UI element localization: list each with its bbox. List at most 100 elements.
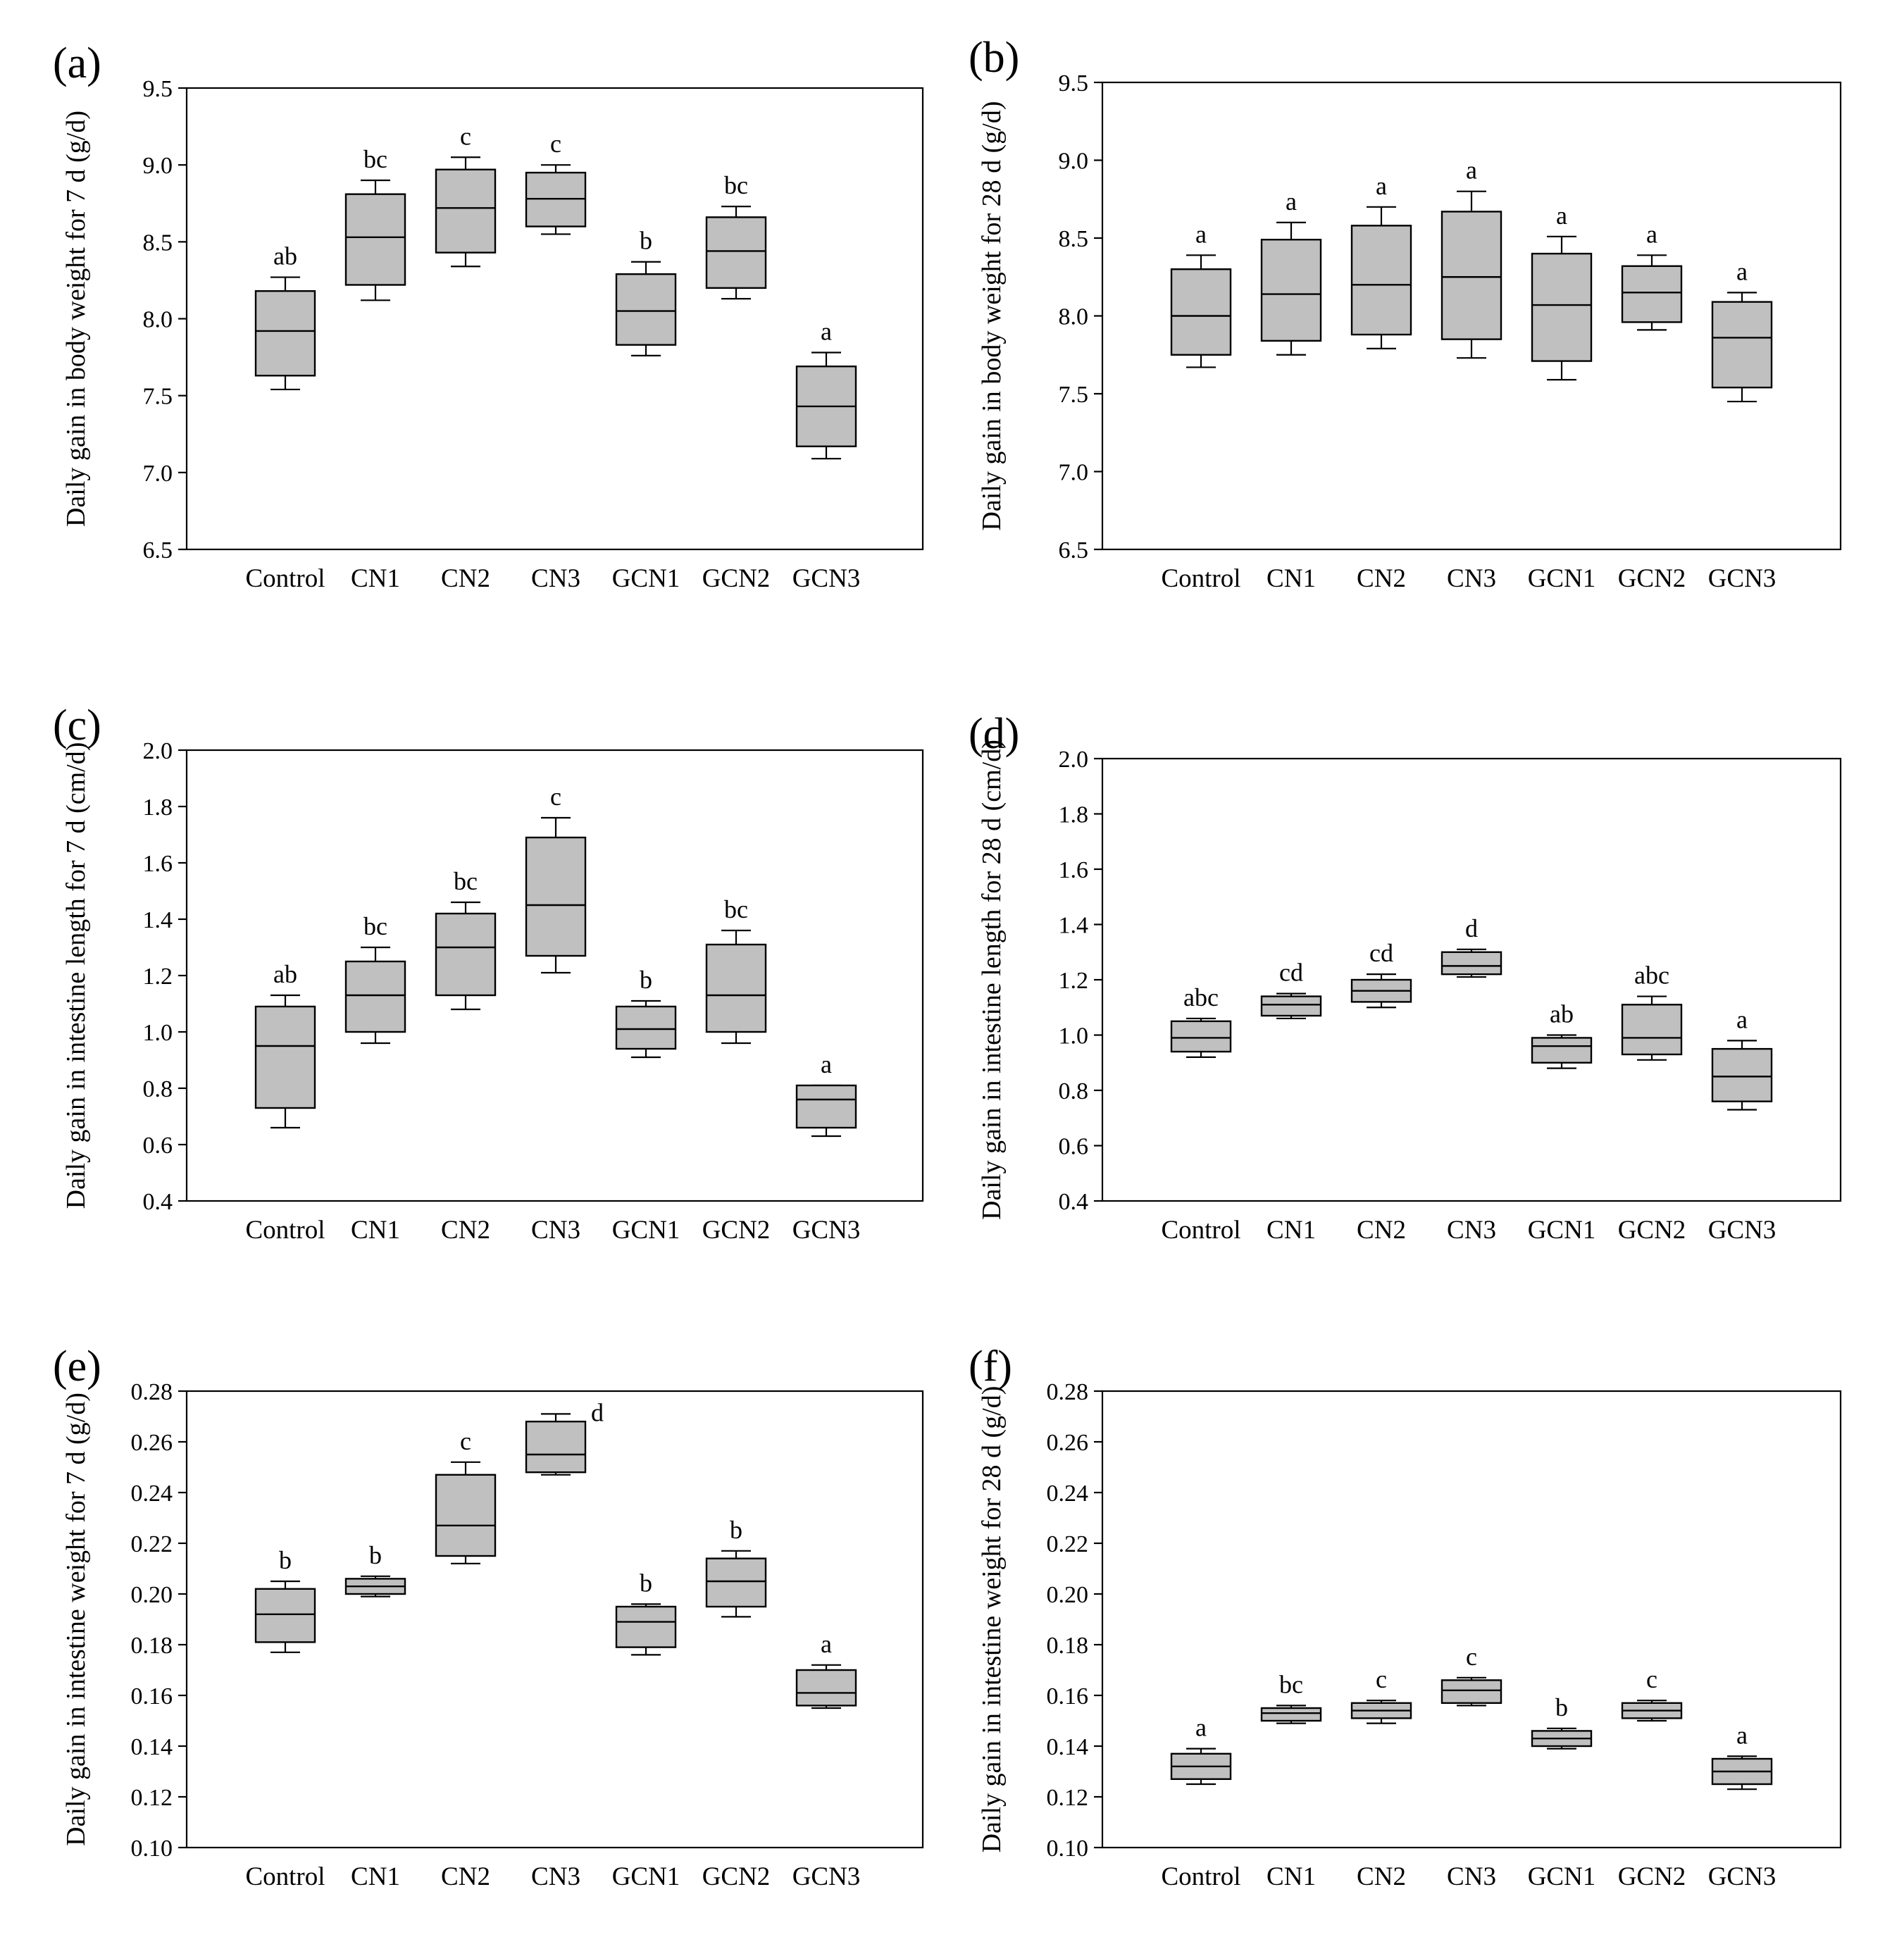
y-tick-label: 7.0 <box>143 461 173 487</box>
box-gcn1: ab <box>1531 1000 1593 1069</box>
significance-letter: a <box>1195 220 1207 248</box>
y-tick-label: 9.5 <box>1059 70 1089 96</box>
significance-letter: c <box>460 122 471 150</box>
box-cn2: bc <box>435 867 497 1011</box>
box-gcn1: b <box>615 1569 677 1656</box>
box-cn2: cd <box>1350 939 1412 1009</box>
significance-letter: bc <box>454 867 478 895</box>
box-iqr <box>1621 265 1683 323</box>
box-iqr <box>705 943 767 1033</box>
x-tick-label: CN3 <box>531 1862 580 1891</box>
box-cn3: c <box>525 783 587 974</box>
x-tick-label: CN1 <box>1267 564 1316 593</box>
box-gcn3: a <box>1711 1005 1773 1111</box>
box-cn3: d <box>525 1398 604 1476</box>
x-tick-label: Control <box>1161 1216 1240 1245</box>
box-iqr <box>344 193 406 286</box>
box-cn2: c <box>1350 1665 1412 1724</box>
significance-letter: bc <box>1279 1670 1303 1698</box>
significance-letter: d <box>1465 914 1478 942</box>
panel-label: (a) <box>53 39 101 87</box>
x-tick-label: CN2 <box>441 1216 490 1245</box>
box-gcn2: b <box>705 1516 767 1618</box>
x-tick-label: GCN1 <box>612 1216 680 1245</box>
y-tick-label: 0.26 <box>131 1430 173 1456</box>
significance-letter: abc <box>1634 961 1669 990</box>
panel-label: (d) <box>969 710 1019 758</box>
x-tick-label: GCN1 <box>1528 1216 1596 1245</box>
box-control: b <box>254 1546 316 1653</box>
significance-letter: a <box>821 1630 832 1658</box>
panel-label: (b) <box>969 34 1019 82</box>
x-tick-label: CN1 <box>1267 1862 1316 1891</box>
y-tick-label: 0.24 <box>1047 1481 1089 1507</box>
box-gcn3: a <box>1711 1721 1773 1790</box>
significance-letter: c <box>1646 1665 1657 1693</box>
box-cn3: c <box>1441 1643 1502 1707</box>
box-gcn2: bc <box>705 895 767 1045</box>
panel-label: (e) <box>53 1343 101 1390</box>
significance-letter: a <box>1736 1721 1748 1749</box>
y-tick-label: 2.0 <box>143 738 173 764</box>
y-tick-label: 0.18 <box>1047 1633 1089 1659</box>
y-tick-label: 7.5 <box>143 384 173 410</box>
box-gcn2: abc <box>1621 961 1683 1061</box>
significance-letter: ab <box>273 242 297 270</box>
panel-label: (c) <box>53 702 101 749</box>
y-tick-label: 1.0 <box>143 1020 173 1046</box>
x-tick-label: Control <box>1161 1862 1240 1891</box>
y-tick-label: 9.0 <box>1059 149 1089 175</box>
significance-letter: a <box>821 318 832 346</box>
box-cn1: cd <box>1260 959 1322 1020</box>
x-tick-label: CN2 <box>1357 1862 1406 1891</box>
box-cn3: d <box>1441 914 1502 978</box>
box-iqr <box>615 273 677 346</box>
significance-letter: bc <box>363 912 387 940</box>
y-tick-label: 0.12 <box>131 1785 173 1811</box>
y-tick-label: 8.5 <box>1059 226 1089 252</box>
x-tick-label: CN2 <box>441 564 490 593</box>
x-tick-label: GCN2 <box>702 1862 771 1891</box>
significance-letter: a <box>1466 156 1477 185</box>
y-tick-label: 0.26 <box>1047 1430 1089 1456</box>
significance-letter: d <box>591 1398 604 1426</box>
x-tick-label: GCN1 <box>612 564 680 593</box>
box-gcn1: b <box>615 966 677 1059</box>
significance-letter: a <box>1286 187 1297 216</box>
box-gcn3: a <box>795 318 857 460</box>
y-axis-label: Daily gain in intestine weight for 7 d (… <box>61 1393 91 1846</box>
panel-e: (e) 0.10 0.12 0.14 0.16 0.18 0.20 0.22 0.24 0.26 0… <box>53 1343 924 1891</box>
x-tick-label: GCN3 <box>792 1216 861 1245</box>
x-tick-label: CN2 <box>441 1862 490 1891</box>
y-tick-label: 6.5 <box>1059 537 1089 563</box>
box-control: a <box>1170 220 1232 368</box>
y-tick-label: 8.5 <box>143 230 173 256</box>
significance-letter: a <box>1556 201 1567 230</box>
x-tick-label: GCN2 <box>1618 1862 1686 1891</box>
box-control: a <box>1170 1714 1232 1786</box>
y-tick-label: 0.4 <box>143 1189 173 1215</box>
y-tick-label: 1.6 <box>1059 857 1089 883</box>
x-tick-label: GCN3 <box>792 564 861 593</box>
significance-letter: cd <box>1279 959 1303 987</box>
box-cn1: b <box>344 1541 406 1597</box>
box-iqr <box>435 912 497 997</box>
y-tick-label: 0.18 <box>131 1633 173 1659</box>
box-gcn2: bc <box>705 171 767 300</box>
x-tick-label: GCN1 <box>612 1862 680 1891</box>
significance-letter: b <box>1555 1693 1568 1721</box>
box-gcn3: a <box>1711 257 1773 403</box>
y-tick-label: 0.20 <box>131 1582 173 1608</box>
x-tick-label: CN3 <box>1447 1862 1496 1891</box>
plot-frame <box>1101 1390 1842 1849</box>
box-iqr <box>705 1557 767 1608</box>
box-cn2: c <box>435 1427 497 1564</box>
box-iqr <box>1170 268 1232 356</box>
x-tick-label: CN3 <box>1447 1216 1496 1245</box>
x-tick-label: GCN2 <box>1618 1216 1686 1245</box>
y-tick-label: 0.6 <box>1059 1134 1089 1160</box>
y-tick-label: 0.14 <box>1047 1734 1089 1760</box>
box-iqr <box>1441 951 1502 976</box>
significance-letter: bc <box>724 171 748 199</box>
